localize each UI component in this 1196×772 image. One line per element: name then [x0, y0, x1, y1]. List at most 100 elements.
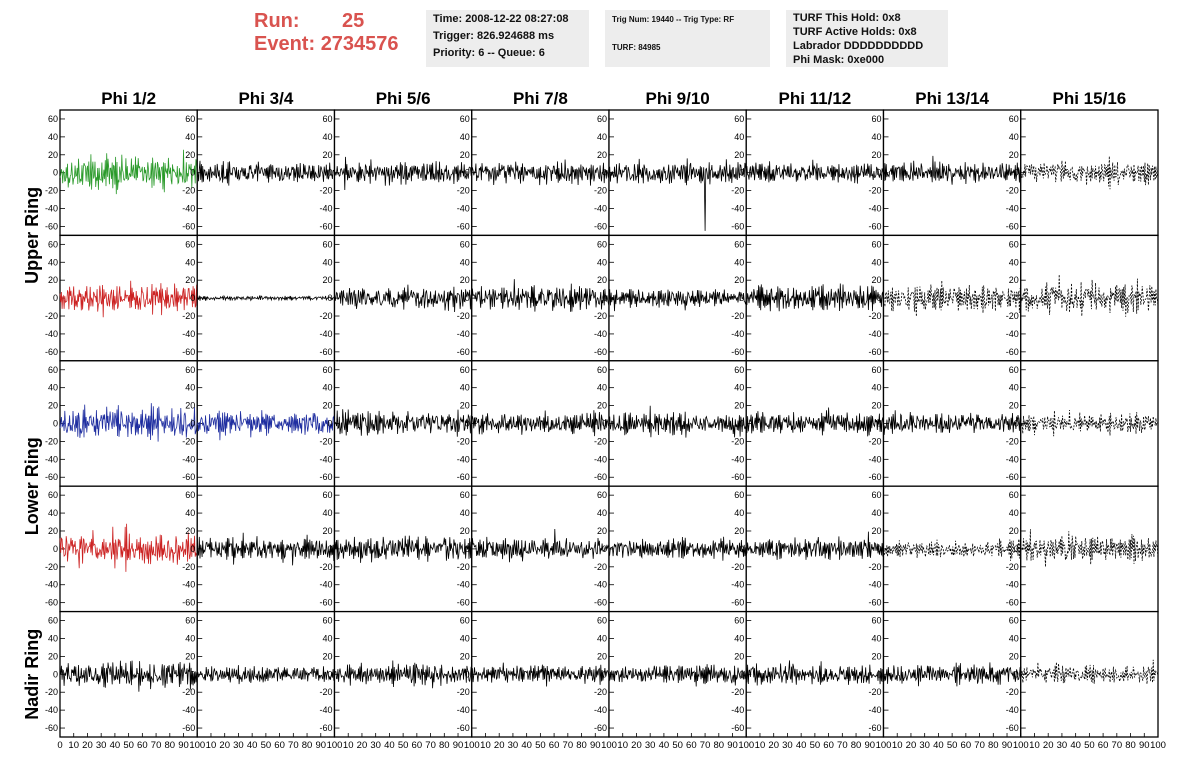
y-tick-label: -40	[182, 705, 195, 715]
x-tick-label: 60	[961, 740, 972, 751]
y-tick-label: 20	[597, 526, 607, 536]
y-tick-label: 20	[1009, 275, 1019, 285]
x-tick-label: 70	[700, 740, 711, 751]
y-tick-label: -60	[594, 347, 607, 357]
y-tick-label: 20	[322, 401, 332, 411]
y-tick-label: 40	[871, 633, 881, 643]
y-tick-label: 20	[460, 651, 470, 661]
y-tick-label: -60	[457, 472, 470, 482]
x-tick-label: 70	[1112, 740, 1123, 751]
y-tick-label: -60	[594, 221, 607, 231]
y-tick-label: -40	[182, 204, 195, 214]
x-tick-label: 40	[521, 740, 532, 751]
x-tick-label: 30	[1057, 740, 1068, 751]
y-tick-label: -20	[1006, 562, 1019, 572]
y-tick-label: 0	[327, 669, 332, 679]
x-tick-label: 0	[57, 740, 62, 751]
y-tick-label: 60	[185, 239, 195, 249]
y-tick-label: -40	[45, 580, 58, 590]
y-tick-label: 0	[190, 293, 195, 303]
panel-frame-r4c0	[59, 610, 198, 738]
y-tick-label: 60	[460, 365, 470, 375]
y-tick-label: -60	[45, 723, 58, 733]
y-tick-label: -20	[1006, 311, 1019, 321]
y-tick-label: 60	[1009, 616, 1019, 626]
y-tick-label: 40	[734, 633, 744, 643]
y-tick-label: 0	[602, 544, 607, 554]
run-label: Run:	[254, 10, 300, 32]
y-tick-label: -20	[45, 687, 58, 697]
y-tick-label: 60	[185, 365, 195, 375]
waveform-r3c5	[745, 531, 884, 561]
y-tick-label: 20	[734, 275, 744, 285]
y-tick-label: 60	[871, 616, 881, 626]
y-tick-label: 60	[322, 239, 332, 249]
y-tick-label: 40	[1009, 508, 1019, 518]
y-tick-label: 40	[48, 257, 58, 267]
waveform-r1c3	[471, 279, 610, 312]
y-tick-label: 40	[460, 633, 470, 643]
y-tick-label: -60	[45, 221, 58, 231]
waveform-r3c6	[883, 538, 1022, 561]
x-tick-label: 50	[398, 740, 409, 751]
y-tick-label: 0	[190, 168, 195, 178]
y-tick-label: -20	[594, 311, 607, 321]
y-tick-label: 0	[190, 544, 195, 554]
y-tick-label: 0	[53, 544, 58, 554]
y-tick-label: 20	[871, 651, 881, 661]
y-tick-label: -40	[868, 580, 881, 590]
y-tick-label: 20	[734, 651, 744, 661]
y-tick-label: 0	[465, 669, 470, 679]
y-tick-label: 60	[1009, 365, 1019, 375]
y-tick-label: -60	[1006, 598, 1019, 608]
waveform-r0c6	[883, 155, 1022, 185]
y-tick-label: 60	[322, 490, 332, 500]
turf-hold-line: TURF This Hold: 0x8	[793, 12, 901, 24]
y-tick-label: 20	[597, 401, 607, 411]
y-tick-label: 60	[185, 490, 195, 500]
waveform-r0c0	[59, 149, 198, 195]
y-tick-label: 20	[734, 150, 744, 160]
time-line: Time: 2008-12-22 08:27:08	[433, 13, 569, 25]
y-tick-label: -40	[457, 454, 470, 464]
x-tick-label: 70	[425, 740, 436, 751]
waveform-r4c6	[883, 662, 1022, 687]
y-tick-label: -40	[594, 705, 607, 715]
waveform-r4c0	[59, 660, 198, 692]
y-tick-label: 40	[185, 508, 195, 518]
x-tick-label: 50	[947, 740, 958, 751]
y-tick-label: -20	[594, 562, 607, 572]
x-tick-label: 40	[384, 740, 395, 751]
y-tick-label: 0	[190, 419, 195, 429]
y-tick-label: 40	[1009, 132, 1019, 142]
y-tick-label: 40	[322, 383, 332, 393]
y-tick-label: -60	[457, 221, 470, 231]
y-tick-label: 60	[48, 616, 58, 626]
y-tick-label: 60	[48, 490, 58, 500]
y-tick-label: 0	[739, 544, 744, 554]
x-tick-label: 90	[1139, 740, 1150, 751]
x-tick-label: 20	[357, 740, 368, 751]
waveform-r4c7	[1020, 659, 1159, 685]
y-tick-label: 40	[597, 257, 607, 267]
waveform-r1c5	[746, 283, 884, 312]
x-tick-label: 60	[549, 740, 560, 751]
y-tick-label: -20	[731, 687, 744, 697]
y-tick-label: -40	[182, 329, 195, 339]
y-tick-label: -20	[457, 436, 470, 446]
panel-frame-r1c7	[1020, 234, 1159, 362]
y-tick-label: 60	[597, 490, 607, 500]
y-tick-label: -40	[868, 204, 881, 214]
event-line: Event: 2734576	[254, 33, 399, 56]
y-tick-label: 40	[871, 132, 881, 142]
y-tick-label: -40	[731, 454, 744, 464]
y-tick-label: -40	[731, 204, 744, 214]
trig-num-line: Trig Num: 19440 -- Trig Type: RF	[612, 15, 735, 24]
x-tick-label: 10	[206, 740, 217, 751]
y-tick-label: -60	[182, 347, 195, 357]
y-tick-label: 40	[48, 383, 58, 393]
y-tick-label: 60	[460, 114, 470, 124]
x-tick-label: 10	[755, 740, 766, 751]
y-tick-label: 40	[185, 257, 195, 267]
